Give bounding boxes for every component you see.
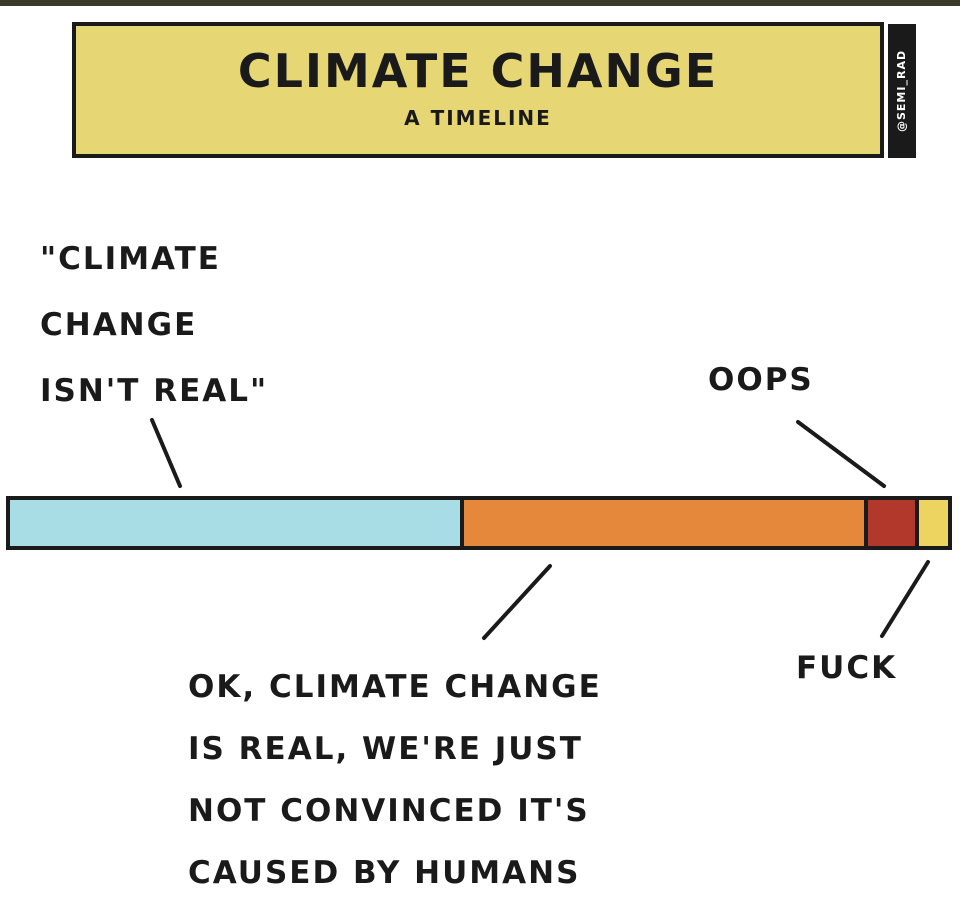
label-convinced: OK, CLIMATE CHANGE IS REAL, WE'RE JUST N…	[188, 656, 602, 904]
label-denial-line: ISN'T REAL"	[40, 373, 269, 409]
label-convinced-line: OK, CLIMATE CHANGE	[188, 669, 602, 705]
title-banner: CLIMATE CHANGE A TIMELINE	[72, 22, 884, 158]
label-convinced-line: NOT CONVINCED IT'S	[188, 793, 590, 829]
timeline-segment-denial	[10, 500, 461, 546]
timeline-segment-oops	[863, 500, 916, 546]
connector-fuck	[880, 560, 930, 638]
label-denial: "CLIMATE CHANGE ISN'T REAL"	[40, 226, 268, 424]
page-title: CLIMATE CHANGE	[237, 44, 719, 98]
label-convinced-line: CAUSED BY HUMANS	[188, 855, 581, 891]
top-border-strip	[0, 0, 960, 6]
label-fuck: FUCK	[796, 650, 898, 686]
label-denial-line: "CLIMATE	[40, 241, 221, 277]
page-subtitle: A TIMELINE	[404, 106, 552, 130]
timeline-segment-convinced	[460, 500, 864, 546]
connector-convinced	[482, 564, 552, 640]
connector-denial	[150, 418, 182, 488]
connector-oops	[796, 420, 886, 488]
label-convinced-line: IS REAL, WE'RE JUST	[188, 731, 583, 767]
label-denial-line: CHANGE	[40, 307, 198, 343]
timeline-bar	[6, 496, 952, 550]
label-oops: OOPS	[708, 362, 814, 398]
timeline-segment-fuck	[915, 500, 948, 546]
artist-credit: @SEMI_RAD	[888, 24, 916, 158]
